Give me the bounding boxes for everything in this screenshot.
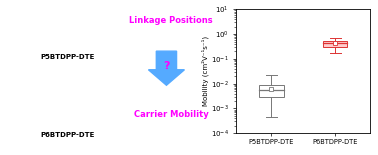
- Text: P5BTDPP-DTE: P5BTDPP-DTE: [40, 54, 94, 60]
- Text: Linkage Positions: Linkage Positions: [129, 16, 213, 25]
- Text: Carrier Mobility: Carrier Mobility: [133, 110, 208, 119]
- Y-axis label: Mobility (cm²V⁻¹s⁻¹): Mobility (cm²V⁻¹s⁻¹): [202, 36, 209, 106]
- Text: ?: ?: [163, 61, 170, 71]
- Bar: [259, 85, 284, 97]
- Bar: [323, 41, 347, 47]
- FancyArrow shape: [149, 51, 184, 85]
- Text: P6BTDPP-DTE: P6BTDPP-DTE: [40, 132, 94, 138]
